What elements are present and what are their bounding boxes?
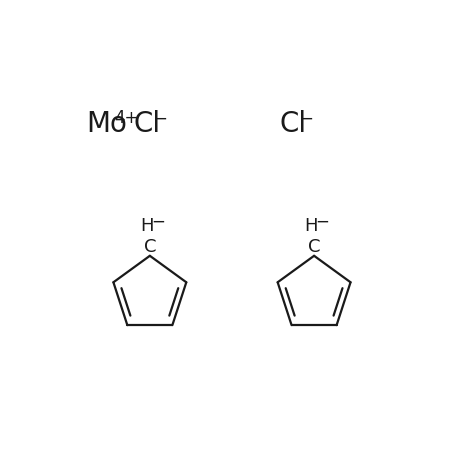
Text: H: H xyxy=(140,217,154,235)
Text: −: − xyxy=(300,109,313,128)
Text: Cl: Cl xyxy=(279,109,307,138)
Text: H: H xyxy=(304,217,318,235)
Text: Cl: Cl xyxy=(133,109,161,138)
Text: −: − xyxy=(315,212,329,230)
Text: 4+: 4+ xyxy=(114,109,139,128)
Text: −: − xyxy=(151,212,165,230)
Text: −: − xyxy=(153,109,167,128)
Text: Mo: Mo xyxy=(86,109,127,138)
Text: C: C xyxy=(308,238,320,256)
Text: C: C xyxy=(144,238,156,256)
